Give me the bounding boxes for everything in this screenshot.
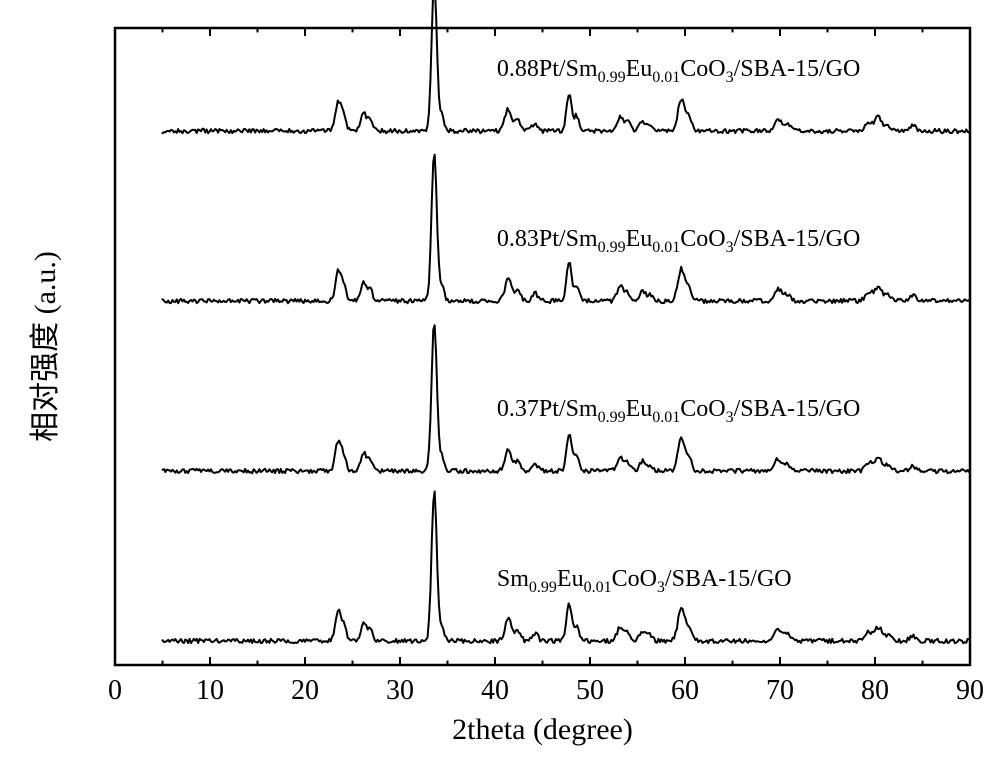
x-tick-label: 90 (956, 675, 984, 706)
x-tick-label: 10 (196, 675, 224, 706)
x-tick-label: 20 (291, 675, 319, 706)
x-tick-label: 60 (671, 675, 699, 706)
x-axis-label: 2theta (degree) (452, 713, 633, 746)
xrd-chart: Sm0.99Eu0.01CoO3/SBA-15/GO0.37Pt/Sm0.99E… (0, 0, 1000, 758)
x-tick-label: 70 (766, 675, 794, 706)
x-tick-label: 40 (481, 675, 509, 706)
x-tick-label: 50 (576, 675, 604, 706)
x-tick-label: 0 (108, 675, 122, 706)
x-tick-label: 80 (861, 675, 889, 706)
y-axis-label: 相对强度 (a.u.) (29, 251, 62, 442)
x-tick-label: 30 (386, 675, 414, 706)
